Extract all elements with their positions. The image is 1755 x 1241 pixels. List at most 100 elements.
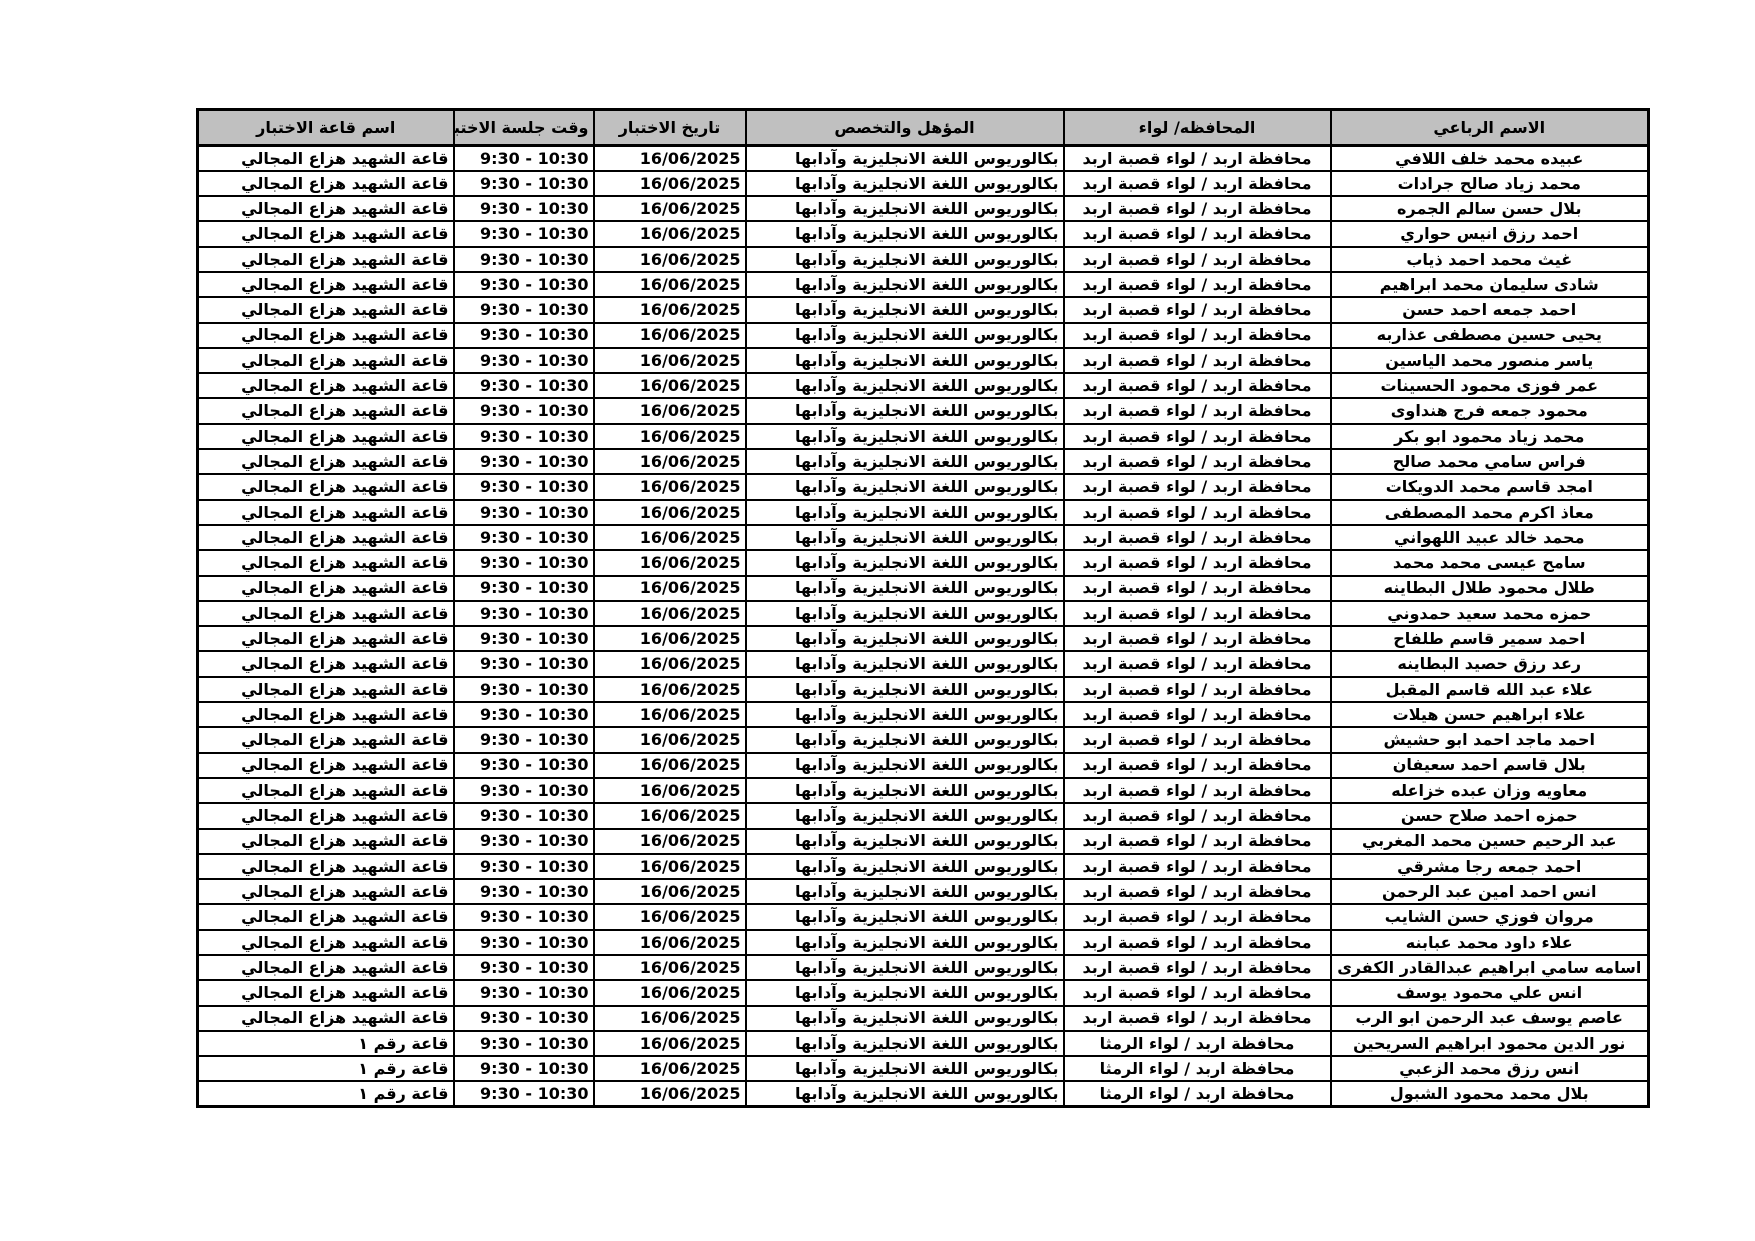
cell-exam-hall: قاعة الشهيد هزاع المجالي bbox=[196, 903, 455, 931]
cell-exam-date: 16/06/2025 bbox=[592, 903, 747, 931]
table-row: انس علي محمود يوسف محافظة اربد / لواء قص… bbox=[196, 979, 1650, 1007]
table-row: علاء عبد الله قاسم المقبل محافظة اربد / … bbox=[196, 675, 1650, 704]
cell-qualification: بكالوريوس اللغة الانجليزية وآدابها bbox=[744, 195, 1065, 223]
cell-governorate: محافظة اربد / لواء قصبة اربد bbox=[1062, 169, 1332, 198]
cell-exam-hall: قاعة رقم ١ bbox=[196, 1055, 455, 1083]
cell-governorate: محافظة اربد / لواء قصبة اربد bbox=[1062, 296, 1332, 324]
cell-exam-date: 16/06/2025 bbox=[592, 953, 747, 982]
cell-exam-date: 16/06/2025 bbox=[592, 397, 747, 425]
table-row: احمد رزق انيس حواري محافظة اربد / لواء ق… bbox=[196, 220, 1650, 248]
cell-exam-date: 16/06/2025 bbox=[592, 270, 747, 299]
cell-exam-time: 9:30 - 10:30 bbox=[452, 1080, 595, 1108]
table-row: مروان فوزي حسن الشايب محافظة اربد / لواء… bbox=[196, 903, 1650, 931]
cell-exam-hall: قاعة الشهيد هزاع المجالي bbox=[196, 270, 455, 299]
cell-exam-hall: قاعة الشهيد هزاع المجالي bbox=[196, 726, 455, 754]
cell-governorate: محافظة اربد / لواء قصبة اربد bbox=[1062, 979, 1332, 1007]
cell-exam-time: 9:30 - 10:30 bbox=[452, 953, 595, 982]
cell-governorate: محافظة اربد / لواء قصبة اربد bbox=[1062, 852, 1332, 881]
cell-exam-date: 16/06/2025 bbox=[592, 776, 747, 805]
cell-full-name: علاء عبد الله قاسم المقبل bbox=[1329, 675, 1650, 704]
cell-exam-date: 16/06/2025 bbox=[592, 751, 747, 779]
cell-qualification: بكالوريوس اللغة الانجليزية وآدابها bbox=[744, 802, 1065, 830]
cell-exam-date: 16/06/2025 bbox=[592, 1055, 747, 1083]
cell-qualification: بكالوريوس اللغة الانجليزية وآدابها bbox=[744, 1055, 1065, 1083]
cell-governorate: محافظة اربد / لواء قصبة اربد bbox=[1062, 574, 1332, 602]
cell-exam-date: 16/06/2025 bbox=[592, 852, 747, 881]
cell-full-name: عمر فوزى محمود الحسينات bbox=[1329, 372, 1650, 400]
cell-exam-date: 16/06/2025 bbox=[592, 726, 747, 754]
cell-exam-time: 9:30 - 10:30 bbox=[452, 346, 595, 375]
cell-governorate: محافظة اربد / لواء قصبة اربد bbox=[1062, 245, 1332, 273]
cell-governorate: محافظة اربد / لواء قصبة اربد bbox=[1062, 928, 1332, 957]
cell-governorate: محافظة اربد / لواء قصبة اربد bbox=[1062, 903, 1332, 931]
table-row: بلال قاسم احمد سعيفان محافظة اربد / لواء… bbox=[196, 751, 1650, 779]
cell-exam-hall: قاعة الشهيد هزاع المجالي bbox=[196, 599, 455, 628]
table-row: ياسر منصور محمد الياسين محافظة اربد / لو… bbox=[196, 346, 1650, 375]
cell-exam-time: 9:30 - 10:30 bbox=[452, 372, 595, 400]
cell-qualification: بكالوريوس اللغة الانجليزية وآدابها bbox=[744, 574, 1065, 602]
cell-governorate: محافظة اربد / لواء قصبة اربد bbox=[1062, 751, 1332, 779]
table-row: عبيده محمد خلف اللافي محافظة اربد / لواء… bbox=[196, 144, 1650, 172]
cell-full-name: طلال محمود طلال البطاينه bbox=[1329, 574, 1650, 602]
header-row: الاسم الرباعي المحافظه/ لواء المؤهل والت… bbox=[196, 108, 1650, 147]
cell-exam-hall: قاعة الشهيد هزاع المجالي bbox=[196, 928, 455, 957]
table-row: سامح عيسى محمد محمد محافظة اربد / لواء ق… bbox=[196, 549, 1650, 577]
cell-governorate: محافظة اربد / لواء قصبة اربد bbox=[1062, 473, 1332, 501]
cell-qualification: بكالوريوس اللغة الانجليزية وآدابها bbox=[744, 751, 1065, 779]
cell-qualification: بكالوريوس اللغة الانجليزية وآدابها bbox=[744, 701, 1065, 729]
cell-governorate: محافظة اربد / لواء الرمثا bbox=[1062, 1055, 1332, 1083]
cell-qualification: بكالوريوس اللغة الانجليزية وآدابها bbox=[744, 346, 1065, 375]
cell-full-name: بلال قاسم احمد سعيفان bbox=[1329, 751, 1650, 779]
cell-exam-hall: قاعة الشهيد هزاع المجالي bbox=[196, 144, 455, 172]
cell-exam-hall: قاعة رقم ١ bbox=[196, 1029, 455, 1058]
table-row: محمد خالد عبيد اللهواني محافظة اربد / لو… bbox=[196, 523, 1650, 552]
cell-exam-date: 16/06/2025 bbox=[592, 422, 747, 451]
cell-exam-time: 9:30 - 10:30 bbox=[452, 448, 595, 476]
cell-full-name: نور الدين محمود ابراهيم السريحين bbox=[1329, 1029, 1650, 1058]
cell-exam-hall: قاعة الشهيد هزاع المجالي bbox=[196, 245, 455, 273]
cell-full-name: عبد الرحيم حسين محمد المغربي bbox=[1329, 827, 1650, 855]
cell-exam-time: 9:30 - 10:30 bbox=[452, 1029, 595, 1058]
cell-qualification: بكالوريوس اللغة الانجليزية وآدابها bbox=[744, 144, 1065, 172]
table-row: علاء ابراهيم حسن هيلات محافظة اربد / لوا… bbox=[196, 701, 1650, 729]
table-row: عبد الرحيم حسين محمد المغربي محافظة اربد… bbox=[196, 827, 1650, 855]
cell-exam-hall: قاعة الشهيد هزاع المجالي bbox=[196, 397, 455, 425]
cell-exam-time: 9:30 - 10:30 bbox=[452, 928, 595, 957]
cell-exam-hall: قاعة الشهيد هزاع المجالي bbox=[196, 675, 455, 704]
cell-exam-hall: قاعة الشهيد هزاع المجالي bbox=[196, 953, 455, 982]
cell-exam-hall: قاعة الشهيد هزاع المجالي bbox=[196, 422, 455, 451]
table-row: معاذ اكرم محمد المصطفى محافظة اربد / لوا… bbox=[196, 498, 1650, 526]
cell-exam-time: 9:30 - 10:30 bbox=[452, 169, 595, 198]
cell-qualification: بكالوريوس اللغة الانجليزية وآدابها bbox=[744, 422, 1065, 451]
cell-exam-hall: قاعة الشهيد هزاع المجالي bbox=[196, 169, 455, 198]
cell-exam-time: 9:30 - 10:30 bbox=[452, 574, 595, 602]
cell-exam-time: 9:30 - 10:30 bbox=[452, 852, 595, 881]
header-governorate: المحافظه/ لواء bbox=[1062, 108, 1332, 147]
table-row: محمد زياد صالح جرادات محافظة اربد / لواء… bbox=[196, 169, 1650, 198]
cell-full-name: غيث محمد احمد ذياب bbox=[1329, 245, 1650, 273]
cell-full-name: ياسر منصور محمد الياسين bbox=[1329, 346, 1650, 375]
cell-full-name: علاء داود محمد عبابنه bbox=[1329, 928, 1650, 957]
cell-qualification: بكالوريوس اللغة الانجليزية وآدابها bbox=[744, 675, 1065, 704]
cell-exam-date: 16/06/2025 bbox=[592, 1080, 747, 1108]
cell-exam-time: 9:30 - 10:30 bbox=[452, 776, 595, 805]
cell-exam-hall: قاعة الشهيد هزاع المجالي bbox=[196, 296, 455, 324]
cell-governorate: محافظة اربد / لواء قصبة اربد bbox=[1062, 802, 1332, 830]
table-body: عبيده محمد خلف اللافي محافظة اربد / لواء… bbox=[196, 144, 1650, 1108]
cell-full-name: فراس سامي محمد صالح bbox=[1329, 448, 1650, 476]
cell-exam-date: 16/06/2025 bbox=[592, 549, 747, 577]
cell-exam-hall: قاعة الشهيد هزاع المجالي bbox=[196, 625, 455, 653]
cell-full-name: مروان فوزي حسن الشايب bbox=[1329, 903, 1650, 931]
cell-full-name: حمزه محمد سعيد حمدوني bbox=[1329, 599, 1650, 628]
table-row: محمود جمعه فرج هنداوى محافظة اربد / لواء… bbox=[196, 397, 1650, 425]
cell-exam-hall: قاعة الشهيد هزاع المجالي bbox=[196, 878, 455, 906]
cell-exam-date: 16/06/2025 bbox=[592, 625, 747, 653]
cell-exam-time: 9:30 - 10:30 bbox=[452, 422, 595, 451]
cell-exam-time: 9:30 - 10:30 bbox=[452, 827, 595, 855]
table-row: رعد رزق حصيد البطاينه محافظة اربد / لواء… bbox=[196, 650, 1650, 678]
cell-governorate: محافظة اربد / لواء قصبة اربد bbox=[1062, 953, 1332, 982]
cell-governorate: محافظة اربد / لواء قصبة اربد bbox=[1062, 270, 1332, 299]
cell-exam-date: 16/06/2025 bbox=[592, 599, 747, 628]
exam-schedule-document: الاسم الرباعي المحافظه/ لواء المؤهل والت… bbox=[196, 108, 1650, 1109]
table-row: فراس سامي محمد صالح محافظة اربد / لواء ق… bbox=[196, 448, 1650, 476]
